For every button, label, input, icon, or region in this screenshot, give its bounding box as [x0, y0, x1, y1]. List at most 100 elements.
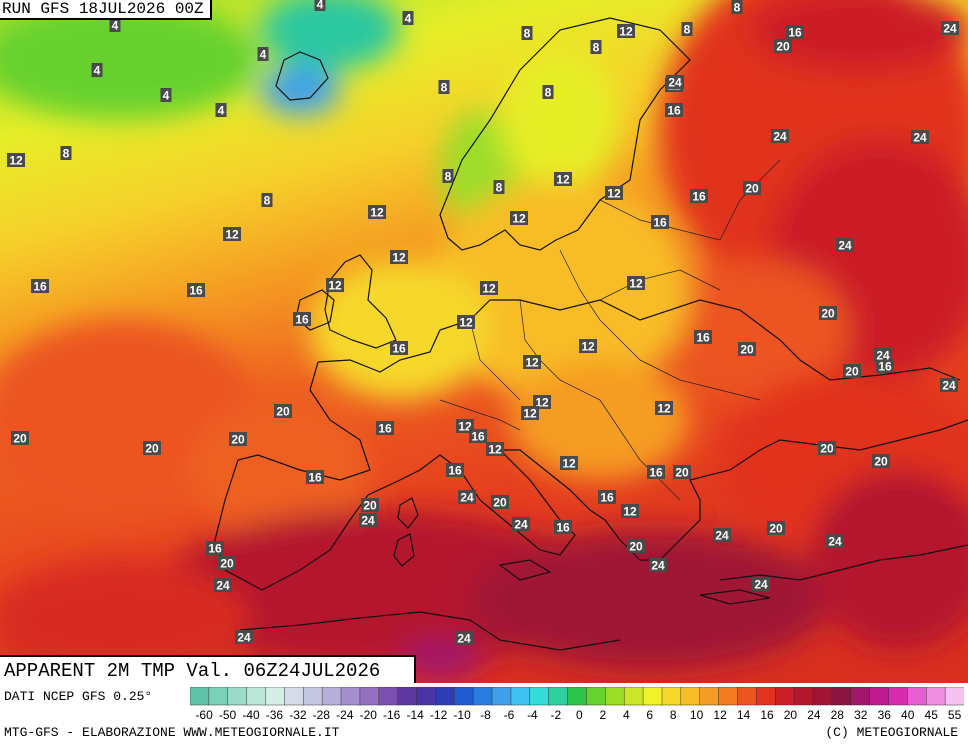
isotherm-label-bg	[109, 18, 121, 32]
isotherm-label-text: 20	[13, 432, 27, 446]
scale-swatch	[642, 687, 663, 706]
isotherm-label-bg	[579, 339, 597, 353]
isotherm-label-bg	[752, 577, 770, 591]
isotherm-label-text: 16	[878, 360, 892, 374]
isotherm-label-text: 12	[370, 206, 384, 220]
isotherm-label: 20	[818, 441, 836, 456]
scale-swatch	[321, 687, 342, 706]
isotherm-label-text: 20	[363, 499, 377, 513]
isotherm-label-text: 12	[562, 457, 576, 471]
isotherm-label-text: 20	[845, 365, 859, 379]
isotherm-label-text: 24	[514, 518, 528, 532]
scale-tick-label: -28	[313, 708, 331, 722]
isotherm-label-text: 20	[745, 182, 759, 196]
scale-tick-label: -20	[360, 708, 378, 722]
scale-tick-label: 6	[646, 708, 653, 722]
isotherm-label-bg	[673, 465, 691, 479]
isotherm-label: 8	[521, 26, 533, 41]
isotherm-label-text: 24	[773, 130, 787, 144]
isotherm-label: 20	[11, 431, 29, 446]
isotherm-label-text: 16	[788, 26, 802, 40]
isotherm-label-bg	[819, 306, 837, 320]
isotherm-label-text: 4	[163, 89, 170, 103]
isotherm-label-text: 4	[218, 104, 225, 118]
isotherm-label-text: 8	[545, 86, 552, 100]
isotherm-label-text: 20	[820, 442, 834, 456]
isotherm-label-bg	[187, 283, 205, 297]
isotherm-label-text: 8	[684, 23, 691, 37]
isotherm-label-bg	[390, 341, 408, 355]
isotherm-label-bg	[390, 250, 408, 264]
isotherm-label-text: 16	[556, 521, 570, 535]
isotherm-label-bg	[651, 215, 669, 229]
isotherm-label-text: 16	[392, 342, 406, 356]
isotherm-label-bg	[590, 40, 602, 54]
isotherm-label-bg	[826, 534, 844, 548]
isotherm-label-bg	[7, 153, 25, 167]
isotherm-label-text: 16	[649, 466, 663, 480]
isotherm-label-text: 8	[264, 194, 271, 208]
isotherm-label-text: 12	[629, 277, 643, 291]
scale-tick-label: 2	[599, 708, 606, 722]
isotherm-label-text: 12	[392, 251, 406, 265]
isotherm-label: 4	[402, 11, 414, 26]
isotherm-label: 12	[368, 205, 386, 220]
scale-swatch	[661, 687, 682, 706]
isotherm-label-bg	[215, 103, 227, 117]
isotherm-label: 12	[560, 456, 578, 471]
isotherm-label-bg	[621, 504, 639, 518]
isotherm-label-text: 20	[493, 496, 507, 510]
isotherm-label-text: 8	[441, 81, 448, 95]
isotherm-label: 8	[493, 180, 505, 195]
isotherm-label-text: 8	[734, 1, 741, 15]
isotherm-label-text: 24	[457, 632, 471, 646]
isotherm-label-bg	[214, 578, 232, 592]
isotherm-label: 20	[767, 521, 785, 536]
isotherm-label: 16	[206, 541, 224, 556]
scale-tick-label: -32	[289, 708, 307, 722]
borders	[439, 159, 781, 501]
scale-tick-label: 36	[878, 708, 892, 722]
isotherm-label: 4	[91, 63, 103, 78]
isotherm-label: 16	[651, 215, 669, 230]
source-label: DATI NCEP GFS 0.25°	[4, 689, 153, 704]
isotherm-label-text: 16	[696, 331, 710, 345]
scale-swatch	[756, 687, 776, 706]
scale-tick-label: 45	[925, 708, 939, 722]
isotherm-label: 20	[143, 441, 161, 456]
isotherm-label: 20	[491, 495, 509, 510]
isotherm-label: 12	[521, 406, 539, 421]
isotherm-label: 24	[649, 558, 667, 573]
isotherm-label-bg	[512, 517, 530, 531]
isotherm-label: 24	[666, 75, 684, 90]
scale-swatch	[491, 687, 512, 706]
scale-tick-label: -24	[336, 708, 354, 722]
isotherm-label: 16	[786, 25, 804, 40]
scale-swatch	[190, 687, 210, 706]
isotherm-label-bg	[438, 80, 450, 94]
isotherm-label-bg	[455, 631, 473, 645]
isotherm-label: 4	[109, 18, 121, 33]
isotherm-label-text: 16	[600, 491, 614, 505]
isotherm-label-text: 16	[189, 284, 203, 298]
isotherm-label-bg	[738, 342, 756, 356]
scale-swatch	[793, 687, 814, 706]
isotherm-label-bg	[655, 401, 673, 415]
isotherm-label-text: 24	[876, 349, 890, 363]
isotherm-label: 12	[390, 250, 408, 265]
isotherm-label: 16	[694, 330, 712, 345]
isotherm-label-text: 20	[276, 405, 290, 419]
isotherm-label-bg	[649, 558, 667, 572]
isotherm-label-bg	[206, 541, 224, 555]
isotherm-label-bg	[510, 211, 528, 225]
scale-swatch	[435, 687, 456, 706]
scale-tick-label: 24	[807, 708, 821, 722]
isotherm-label-text: 12	[482, 282, 496, 296]
isotherm-label: 24	[940, 378, 958, 393]
isotherm-label-bg	[235, 630, 253, 644]
isotherm-label-bg	[223, 227, 241, 241]
footer: DATI NCEP GFS 0.25° -60 -50 -40 -36 -32 -28 -2…	[0, 683, 968, 745]
isotherm-label-text: 24	[216, 579, 230, 593]
credit-right: (C) METEOGIORNALE	[825, 725, 958, 740]
isotherm-label-bg	[690, 189, 708, 203]
